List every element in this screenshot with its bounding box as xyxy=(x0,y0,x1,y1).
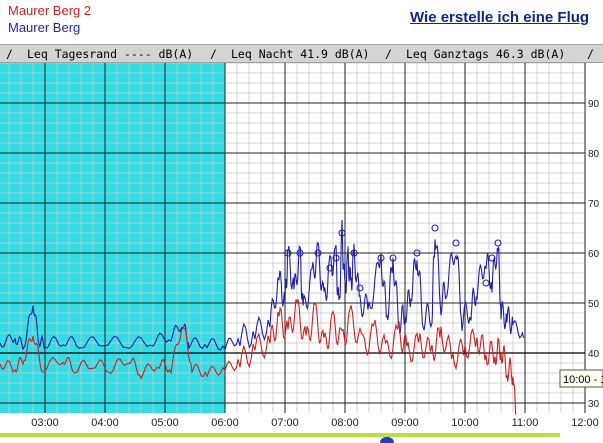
tooltip-box xyxy=(559,369,603,388)
x-tick-label: 03:00 xyxy=(31,417,59,429)
leq-nacht: Leq Nacht 41.9 dB(A) xyxy=(231,47,370,61)
x-tick-label: 11:00 xyxy=(512,417,539,429)
x-tick-label: 04:00 xyxy=(91,417,119,429)
y-tick-label: 60 xyxy=(588,249,600,260)
peak-marker[interactable] xyxy=(356,284,364,292)
peak-marker[interactable] xyxy=(350,249,358,257)
y-tick-label: 90 xyxy=(588,99,600,110)
tooltip: 10:00 - 1 xyxy=(559,369,603,388)
y-tick-label: 50 xyxy=(588,299,600,310)
headline-link[interactable]: Wie erstelle ich eine Flug xyxy=(410,9,590,26)
y-tick-label: 70 xyxy=(588,199,600,210)
peak-marker[interactable] xyxy=(338,229,346,237)
scroll-track xyxy=(0,433,560,437)
noise-level-chart[interactable]: 30 40 50 60 70 80 90 03:00 04:00 05:00 06:00 07:00 0… xyxy=(0,63,603,433)
peak-marker[interactable] xyxy=(482,279,490,287)
peak-marker[interactable] xyxy=(431,224,439,232)
leq-ganztags: Leq Ganztags 46.3 dB(A) xyxy=(406,47,566,61)
y-tick-label: 40 xyxy=(588,349,600,360)
x-tick-label: 10:00 xyxy=(451,417,479,429)
x-tick-label: 09:00 xyxy=(391,417,419,429)
x-tick-label: 05:00 xyxy=(151,417,179,429)
peak-marker[interactable] xyxy=(413,249,421,257)
station-name-2: Maurer Berg xyxy=(8,20,81,35)
leq-summary-bar: / Leq Tagesrand ---- dB(A) / Leq Nacht 4… xyxy=(0,44,603,63)
tooltip-text: 10:00 - 1 xyxy=(563,374,603,386)
leq-separator: / xyxy=(385,47,392,61)
leq-separator: / xyxy=(6,47,13,61)
peak-marker[interactable] xyxy=(296,249,304,257)
bottom-bar xyxy=(0,433,603,443)
leq-tagesrand: Leq Tagesrand ---- dB(A) xyxy=(27,47,194,61)
leq-separator: / xyxy=(210,47,217,61)
peak-marker[interactable] xyxy=(314,249,322,257)
peak-marker[interactable] xyxy=(332,254,340,262)
series-line-1 xyxy=(0,220,525,351)
peak-marker[interactable] xyxy=(389,254,397,262)
leq-separator: / xyxy=(587,47,594,61)
y-tick-label: 80 xyxy=(588,149,600,160)
x-tick-label: 07:00 xyxy=(271,417,299,429)
peak-marker[interactable] xyxy=(284,249,292,257)
peak-marker[interactable] xyxy=(452,239,460,247)
y-tick-label: 30 xyxy=(588,399,600,410)
peak-marker[interactable] xyxy=(326,264,334,272)
peak-marker[interactable] xyxy=(488,254,496,262)
x-tick-label: 06:00 xyxy=(211,417,239,429)
x-tick-label: 08:00 xyxy=(331,417,359,429)
peak-marker[interactable] xyxy=(494,239,502,247)
logo-icon xyxy=(380,437,394,443)
highlight-range xyxy=(0,63,225,413)
x-tick-label: 12:00 xyxy=(571,417,599,429)
peak-marker[interactable] xyxy=(377,254,385,262)
series-line-2 xyxy=(0,299,517,415)
station-name-1: Maurer Berg 2 xyxy=(8,3,92,18)
